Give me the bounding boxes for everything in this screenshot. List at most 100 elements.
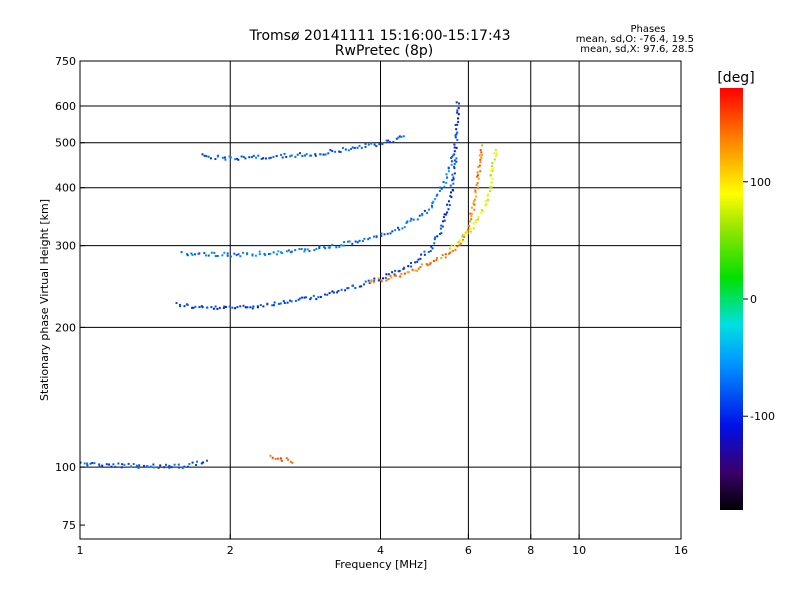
data-point <box>179 303 181 306</box>
data-point <box>364 145 367 148</box>
data-point <box>294 299 297 302</box>
data-point <box>368 282 371 285</box>
data-point <box>266 302 269 305</box>
data-points <box>79 101 498 469</box>
data-point <box>408 271 410 274</box>
data-point <box>283 152 286 155</box>
data-point <box>312 294 315 297</box>
data-point <box>456 123 459 126</box>
data-point <box>443 219 446 222</box>
data-point <box>352 284 355 287</box>
data-point <box>455 157 458 160</box>
data-point <box>206 306 209 309</box>
data-point <box>441 225 444 228</box>
data-point <box>398 228 401 231</box>
data-point <box>420 263 423 266</box>
data-point <box>440 187 443 190</box>
data-point <box>432 260 435 262</box>
data-point <box>282 300 285 303</box>
data-point <box>315 298 318 301</box>
data-point <box>224 156 226 159</box>
data-point <box>287 249 290 252</box>
data-point <box>416 218 419 221</box>
data-point <box>239 255 242 258</box>
data-point <box>405 221 408 224</box>
data-point <box>486 194 489 197</box>
data-point <box>283 302 286 304</box>
data-point <box>423 253 426 256</box>
data-point <box>480 156 483 159</box>
data-point <box>456 131 459 134</box>
data-point <box>430 204 433 207</box>
data-point <box>228 305 231 308</box>
data-point <box>451 173 454 176</box>
data-point <box>279 302 282 305</box>
data-point <box>450 156 453 158</box>
data-point <box>391 271 394 274</box>
data-point <box>462 234 465 236</box>
data-point <box>391 230 394 233</box>
data-point <box>491 169 494 172</box>
data-point <box>381 143 384 145</box>
data-point <box>290 250 293 253</box>
data-point <box>432 200 435 203</box>
data-point <box>453 162 456 165</box>
data-point <box>202 461 205 464</box>
data-point <box>430 245 433 248</box>
data-point <box>337 290 340 292</box>
data-point <box>207 254 210 257</box>
data-point <box>217 154 220 157</box>
data-point <box>236 306 239 309</box>
data-point <box>331 243 334 246</box>
data-point <box>304 248 307 251</box>
data-point <box>200 462 203 465</box>
data-point <box>407 265 410 268</box>
data-point <box>185 252 188 255</box>
data-point <box>453 146 456 149</box>
data-point <box>300 248 303 250</box>
data-point <box>324 153 327 156</box>
data-point <box>244 306 247 309</box>
data-point <box>198 306 201 309</box>
data-point <box>354 287 357 289</box>
data-point <box>294 249 297 252</box>
data-point <box>255 156 258 159</box>
data-point <box>380 234 383 237</box>
data-point <box>495 152 498 155</box>
data-point <box>454 134 457 137</box>
data-point <box>490 186 493 188</box>
data-point <box>443 213 446 216</box>
data-point <box>206 459 208 462</box>
data-point <box>402 135 405 138</box>
data-point <box>452 189 455 192</box>
data-point <box>130 465 132 468</box>
data-point <box>205 254 207 257</box>
data-point <box>224 158 227 161</box>
data-point <box>476 171 479 174</box>
x-tick-label: 4 <box>377 544 384 557</box>
data-point <box>462 240 465 243</box>
data-point <box>327 152 330 155</box>
data-point <box>495 154 497 157</box>
data-point <box>479 170 482 173</box>
data-point <box>452 182 455 185</box>
data-point <box>443 185 446 188</box>
data-point <box>411 268 414 271</box>
data-point <box>180 251 183 254</box>
data-point <box>446 176 449 179</box>
data-point <box>481 144 483 147</box>
data-point <box>455 146 458 149</box>
data-point <box>453 244 456 247</box>
data-point <box>438 190 441 192</box>
data-point <box>342 244 345 247</box>
data-point <box>229 255 232 258</box>
data-point <box>225 306 227 308</box>
data-point <box>409 219 412 222</box>
data-point <box>401 227 404 230</box>
data-point <box>120 466 123 469</box>
data-point <box>421 214 424 217</box>
data-point <box>394 274 397 277</box>
data-point <box>344 289 347 292</box>
data-point <box>310 296 313 299</box>
data-point <box>479 161 482 164</box>
